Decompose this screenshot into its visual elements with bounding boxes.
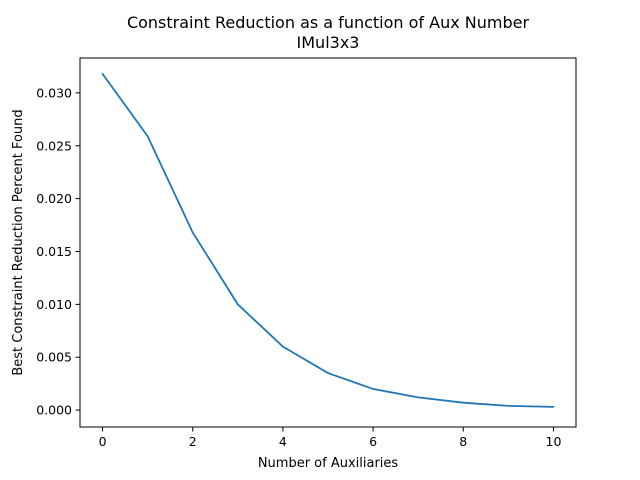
y-tick-label: 0.005 (36, 350, 72, 365)
plot-frame (79, 57, 577, 428)
y-tick-label: 0.010 (36, 297, 72, 312)
y-tick-label: 0.020 (36, 191, 72, 206)
plot-series (101, 72, 555, 408)
x-axis-ticks: 0 2 4 6 8 10 (99, 427, 562, 449)
y-tick-label: 0.000 (36, 403, 72, 418)
y-tick-label: 0.025 (36, 138, 72, 153)
x-tick-label: 4 (279, 434, 287, 449)
chart-title: Constraint Reduction as a function of Au… (127, 13, 530, 32)
y-tick-label: 0.015 (36, 244, 72, 259)
x-axis-label: Number of Auxiliaries (258, 456, 399, 471)
chart-subtitle: IMul3x3 (297, 33, 360, 52)
series-line (101, 72, 555, 408)
x-tick-label: 10 (546, 434, 562, 449)
y-axis-ticks: 0.000 0.005 0.010 0.015 0.020 0.025 0.030 (36, 85, 80, 418)
x-tick-label: 0 (99, 434, 107, 449)
x-tick-label: 8 (459, 434, 467, 449)
x-tick-label: 6 (369, 434, 377, 449)
y-tick-label: 0.030 (36, 85, 72, 100)
y-axis-label: Best Constraint Reduction Percent Found (11, 109, 26, 375)
x-tick-label: 2 (189, 434, 197, 449)
